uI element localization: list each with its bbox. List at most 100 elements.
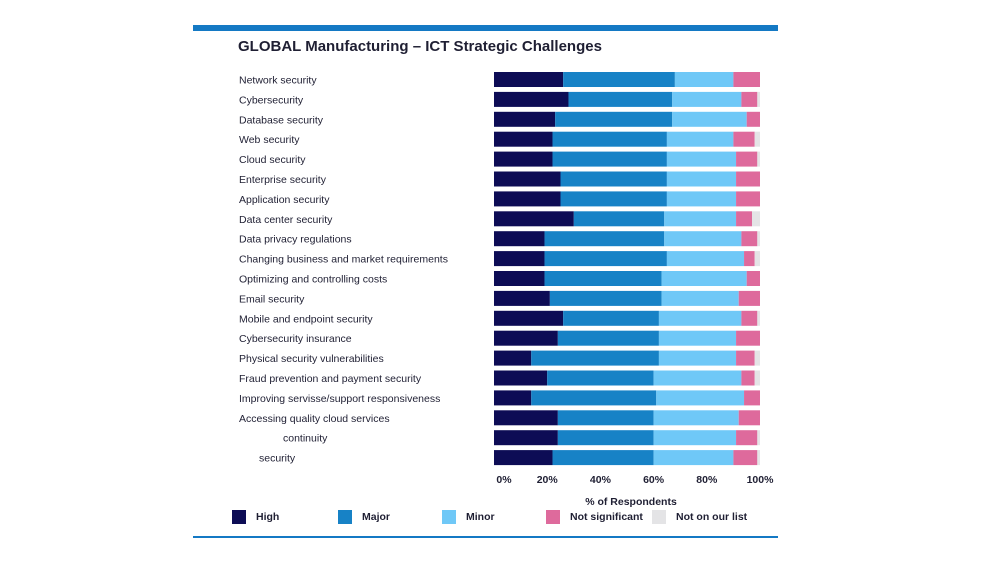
bar-segment <box>757 450 760 466</box>
bar-segment <box>746 111 760 127</box>
bar-segment <box>494 111 556 127</box>
legend-swatch <box>652 510 666 524</box>
bar-segment <box>494 191 561 207</box>
bar-segment <box>754 350 760 366</box>
bars <box>494 72 760 466</box>
bar-segment <box>752 211 760 227</box>
bar-segment <box>672 111 747 127</box>
bar-segment <box>494 211 574 227</box>
bar-segment <box>560 191 667 207</box>
category-label: Cybersecurity <box>239 94 304 106</box>
category-label: Application security <box>239 194 330 206</box>
category-label: Database security <box>239 114 324 126</box>
bar-segment <box>494 151 553 167</box>
bar-segment <box>555 111 673 127</box>
bar-segment <box>494 390 532 406</box>
bar-segment <box>741 91 758 107</box>
bar-segment <box>736 151 758 167</box>
bar-segment <box>494 131 553 147</box>
legend-item: Minor <box>442 510 495 524</box>
bar-segment <box>658 330 737 346</box>
bar-segment <box>653 430 737 446</box>
bar-segment <box>736 430 758 446</box>
x-tick-label: 0% <box>496 474 512 486</box>
bar-segment <box>547 370 654 386</box>
legend-swatch <box>442 510 456 524</box>
bar-segment <box>744 390 760 406</box>
bar-segment <box>666 191 737 207</box>
bar-segment <box>744 251 755 267</box>
bar-segment <box>736 211 753 227</box>
bar-segment <box>664 211 737 227</box>
bar-segment <box>549 290 662 306</box>
legend-label: Minor <box>466 511 495 523</box>
bar-segment <box>757 430 760 446</box>
bar-segment <box>552 450 654 466</box>
category-label: Data privacy regulations <box>239 234 352 246</box>
bar-segment <box>494 350 532 366</box>
bar-segment <box>531 350 659 366</box>
legend-swatch <box>338 510 352 524</box>
bar-segment <box>736 330 760 346</box>
bar-segment <box>563 72 675 87</box>
category-label: Fraud prevention and payment security <box>239 373 422 385</box>
legend-label: Not on our list <box>676 511 748 523</box>
legend-item: High <box>232 510 279 524</box>
bar-segment <box>557 410 654 426</box>
category-label: Network security <box>239 75 317 87</box>
bar-segment <box>494 410 558 426</box>
bar-segment <box>661 290 739 306</box>
bar-segment <box>741 310 758 326</box>
bar-segment <box>664 231 742 247</box>
bar-segment <box>563 310 659 326</box>
bar-segment <box>494 91 569 107</box>
category-label: Enterprise security <box>239 174 327 186</box>
bar-segment <box>653 370 742 386</box>
category-label: security <box>259 453 296 465</box>
bar-segment <box>544 271 662 286</box>
category-label: Improving servisse/support responsivenes… <box>239 393 440 405</box>
category-label: Optimizing and controlling costs <box>239 274 387 286</box>
bar-segment <box>494 231 545 247</box>
bar-segment <box>736 171 760 187</box>
legend-item: Major <box>338 510 390 524</box>
bar-segment <box>754 251 760 267</box>
bar-segment <box>568 91 673 107</box>
legend-item: Not significant <box>546 510 643 524</box>
bar-segment <box>544 251 667 267</box>
x-tick-label: 40% <box>590 474 612 486</box>
bar-segment <box>653 410 739 426</box>
bar-segment <box>666 171 737 187</box>
x-tick-label: 20% <box>537 474 559 486</box>
category-label: Data center security <box>239 214 333 226</box>
bar-segment <box>733 72 760 87</box>
bar-segment <box>494 290 550 306</box>
legend-swatch <box>232 510 246 524</box>
bar-segment <box>757 231 760 247</box>
bar-segment <box>736 191 760 207</box>
bar-segment <box>494 171 561 187</box>
top-accent-bar <box>193 25 778 31</box>
bar-segment <box>736 350 755 366</box>
chart-title: GLOBAL Manufacturing – ICT Strategic Cha… <box>238 38 602 55</box>
category-label: Cloud security <box>239 154 306 166</box>
x-tick-label: 100% <box>747 474 775 486</box>
bar-segment <box>741 370 755 386</box>
bar-segment <box>658 310 742 326</box>
x-axis-ticks: 0% 20% 40% 60% 80% 100% <box>496 474 774 486</box>
bar-segment <box>733 131 755 147</box>
bar-segment <box>738 290 760 306</box>
bar-segment <box>494 450 553 466</box>
bar-segment <box>653 450 734 466</box>
bar-segment <box>552 151 667 167</box>
x-axis-title: % of Respondents <box>585 496 677 508</box>
bar-segment <box>661 271 747 286</box>
bar-segment <box>544 231 665 247</box>
bar-segment <box>757 91 760 107</box>
bar-segment <box>666 251 745 267</box>
category-labels: Network security Cybersecurity Database se… <box>239 75 448 465</box>
bar-segment <box>658 350 737 366</box>
bar-segment <box>746 271 760 286</box>
x-tick-label: 80% <box>696 474 718 486</box>
